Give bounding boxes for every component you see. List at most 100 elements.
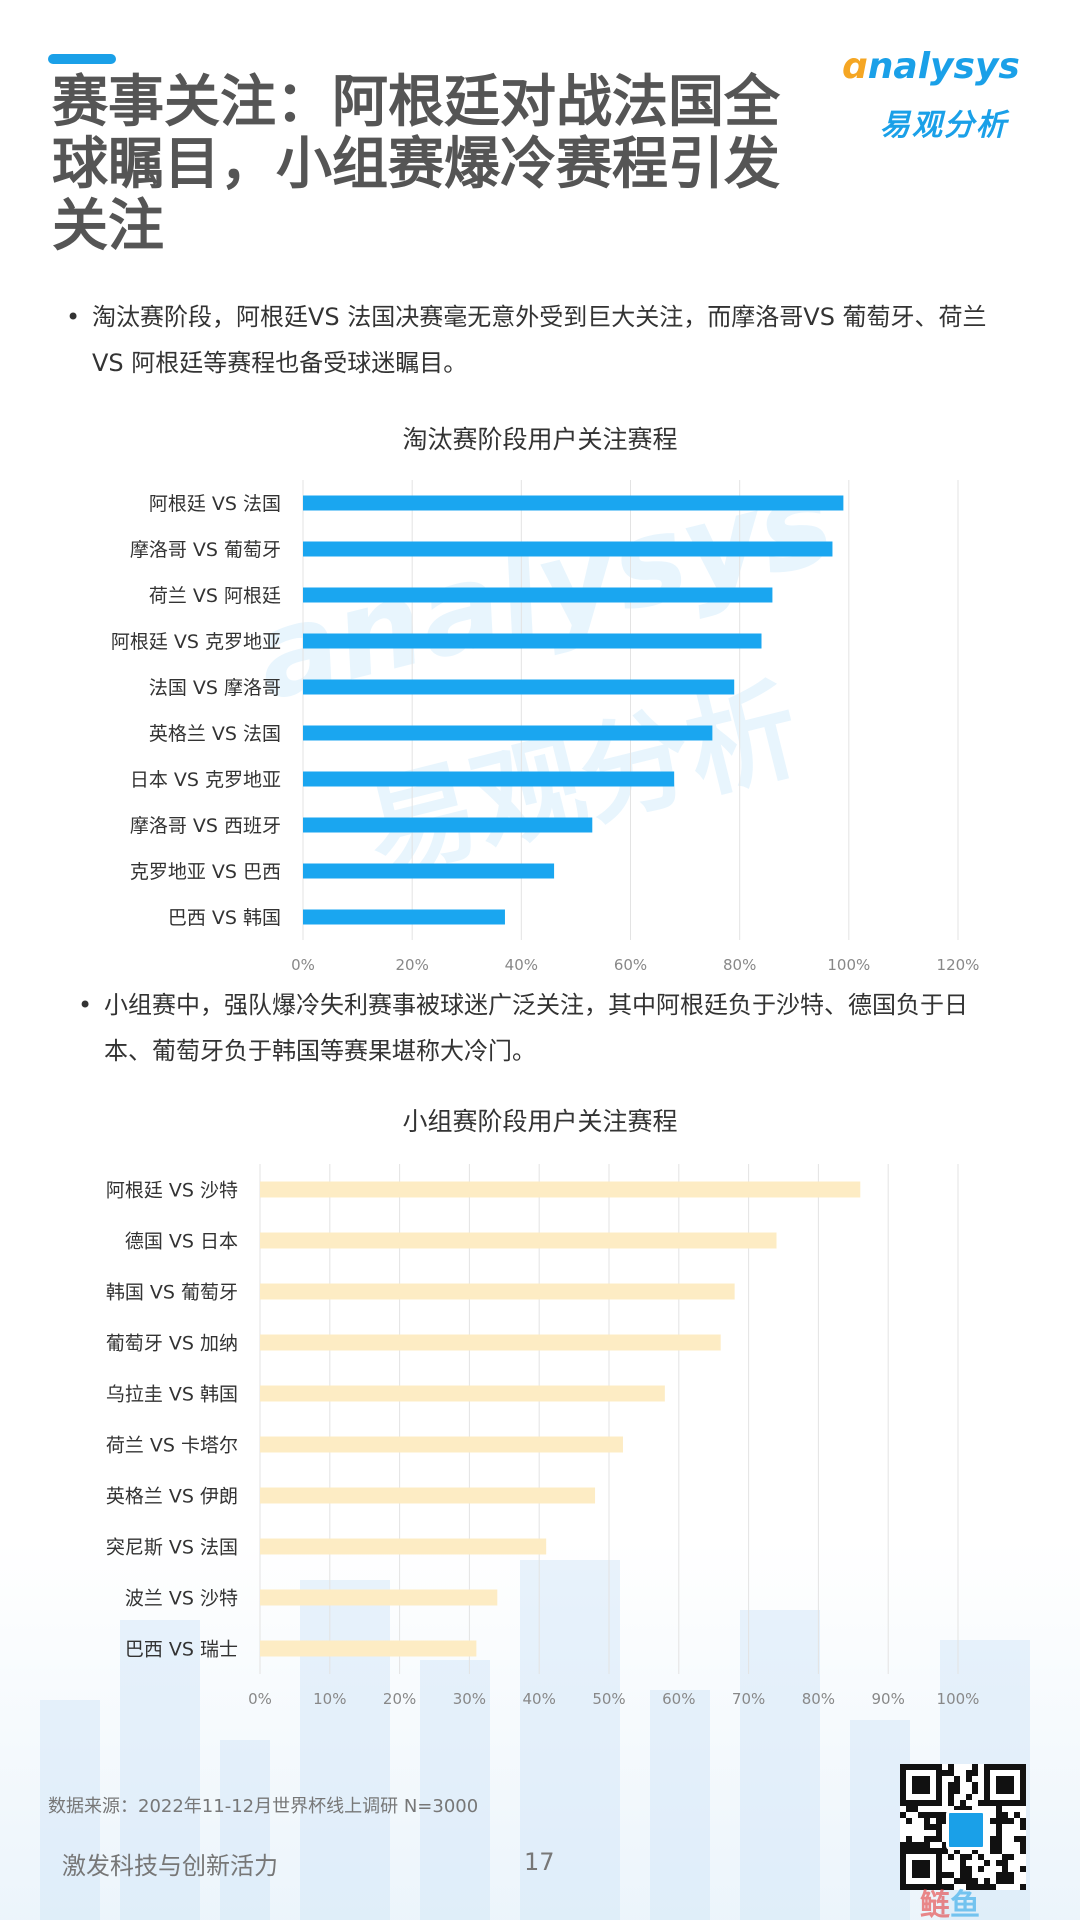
qr-module (1008, 1776, 1014, 1782)
qr-module (1002, 1818, 1008, 1824)
qr-module (918, 1866, 924, 1872)
qr-module (990, 1836, 996, 1842)
bar (260, 1640, 477, 1657)
qr-module (918, 1860, 924, 1866)
qr-module (1020, 1782, 1026, 1788)
qr-module (918, 1788, 924, 1794)
qr-module (942, 1812, 948, 1818)
qr-module (1020, 1788, 1026, 1794)
qr-module (912, 1764, 918, 1770)
qr-module (1002, 1854, 1008, 1860)
qr-module (996, 1860, 1002, 1866)
qr-module (936, 1866, 942, 1872)
qr-logo-icon (946, 1810, 986, 1850)
qr-module (984, 1782, 990, 1788)
category-label: 巴西 VS 韩国 (168, 907, 281, 929)
qr-module (1020, 1866, 1026, 1872)
qr-module (960, 1878, 966, 1884)
qr-module (900, 1878, 906, 1884)
bar (303, 541, 833, 557)
category-label: 巴西 VS 瑞士 (125, 1639, 238, 1661)
qr-module (996, 1842, 1002, 1848)
qr-module (1020, 1848, 1026, 1854)
qr-module (996, 1848, 1002, 1854)
qr-module (996, 1764, 1002, 1770)
bar (303, 679, 735, 695)
qr-module (936, 1836, 942, 1842)
qr-module (936, 1770, 942, 1776)
bar (260, 1436, 623, 1453)
category-label: 英格兰 VS 伊朗 (106, 1486, 238, 1508)
logo-o-swoosh-icon: ɑ (842, 46, 868, 87)
qr-module (918, 1776, 924, 1782)
x-tick-label: 80% (802, 1690, 835, 1708)
qr-module (990, 1818, 996, 1824)
qr-module (1008, 1854, 1014, 1860)
qr-module (996, 1830, 1002, 1836)
qr-module (912, 1842, 918, 1848)
qr-module (954, 1788, 960, 1794)
group-stage-chart: 0% 10% 20% 30% 40% 50% 60% 70% 80% 90% 100% 阿根廷 VS … (106, 1164, 979, 1708)
qr-module (1008, 1872, 1014, 1878)
qr-module (978, 1854, 984, 1860)
qr-module (900, 1872, 906, 1878)
qr-module (954, 1806, 960, 1812)
qr-module (942, 1842, 948, 1848)
qr-module (930, 1800, 936, 1806)
x-tick-label: 0% (248, 1690, 272, 1708)
qr-module (948, 1794, 954, 1800)
x-tick-label: 20% (383, 1690, 416, 1708)
x-tick-label: 60% (662, 1690, 695, 1708)
bar (260, 1589, 498, 1606)
qr-module (906, 1884, 912, 1890)
qr-module (960, 1800, 966, 1806)
qr-module (924, 1836, 930, 1842)
x-tick-label: 20% (395, 956, 428, 974)
bullet-dot: • (66, 303, 81, 331)
category-label: 荷兰 VS 卡塔尔 (106, 1435, 238, 1457)
bullet-1-text: 淘汰赛阶段，阿根廷VS 法国决赛毫无意外受到巨大关注，而摩洛哥VS 葡萄牙、荷兰… (92, 303, 987, 377)
category-label: 波兰 VS 沙特 (125, 1588, 238, 1610)
qr-module (930, 1848, 936, 1854)
qr-module (924, 1776, 930, 1782)
qr-module (972, 1782, 978, 1788)
qr-module (1002, 1800, 1008, 1806)
qr-module (912, 1800, 918, 1806)
qr-module (906, 1836, 912, 1842)
qr-module (1020, 1794, 1026, 1800)
qr-module (972, 1788, 978, 1794)
bar (260, 1487, 596, 1504)
bar (303, 863, 555, 879)
city-skyline-background (0, 1540, 1080, 1920)
x-tick-label: 60% (614, 956, 647, 974)
bar (303, 909, 505, 925)
qr-module (1008, 1878, 1014, 1884)
bar (260, 1385, 665, 1402)
x-tick-label: 0% (291, 956, 315, 974)
qr-module (936, 1860, 942, 1866)
qr-module (912, 1866, 918, 1872)
x-tick-label: 100% (827, 956, 870, 974)
qr-module (930, 1836, 936, 1842)
qr-module (900, 1782, 906, 1788)
qr-module (918, 1884, 924, 1890)
qr-module (942, 1818, 948, 1824)
qr-module (984, 1884, 990, 1890)
qr-module (936, 1764, 942, 1770)
qr-module (1020, 1818, 1026, 1824)
qr-module (960, 1872, 966, 1878)
qr-module (936, 1872, 942, 1878)
corner-watermark: 鲢鱼 (920, 1888, 980, 1923)
qr-module (936, 1788, 942, 1794)
qr-module (948, 1788, 954, 1794)
qr-module (936, 1884, 942, 1890)
category-label: 阿根廷 VS 法国 (149, 493, 281, 515)
qr-module (924, 1860, 930, 1866)
qr-module (966, 1854, 972, 1860)
category-label: 摩洛哥 VS 西班牙 (130, 815, 281, 837)
category-label: 韩国 VS 葡萄牙 (106, 1282, 238, 1304)
bar (303, 771, 675, 787)
qr-module (984, 1788, 990, 1794)
qr-module (996, 1776, 1002, 1782)
